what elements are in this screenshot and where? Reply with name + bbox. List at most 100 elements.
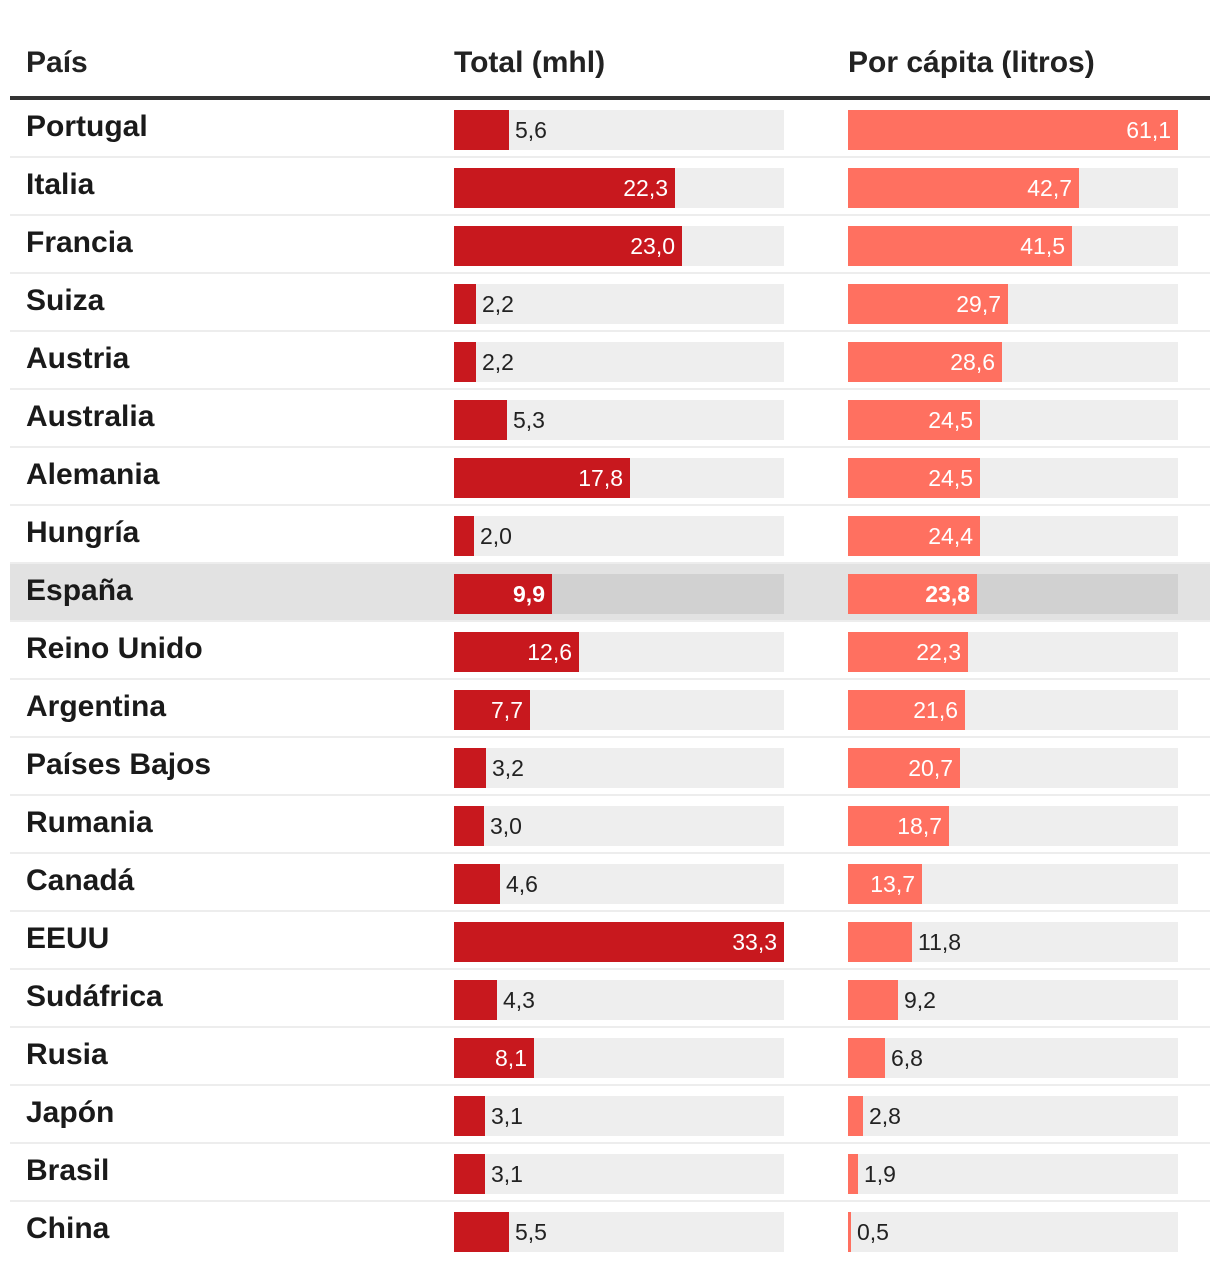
column-header-total: Total (mhl): [454, 46, 606, 79]
total-bar: [454, 226, 682, 266]
capita-value-label: 2,8: [869, 1103, 901, 1129]
total-bar-track: 8,1: [454, 1038, 784, 1078]
table-row: Reino Unido 12,6 22,3: [10, 622, 1210, 680]
capita-bar-track: 11,8: [848, 922, 1178, 962]
table-row: Sudáfrica 4,3 9,2: [10, 970, 1210, 1028]
capita-value-label: 24,5: [928, 407, 973, 433]
total-bar-track: 9,9: [454, 574, 784, 614]
table-row: Canadá 4,6 13,7: [10, 854, 1210, 912]
capita-value-label: 18,7: [897, 813, 942, 839]
table-row: Argentina 7,7 21,6: [10, 680, 1210, 738]
wine-consumption-table-chart: País Total (mhl) Por cápita (litros) Por…: [10, 30, 1210, 1260]
capita-value-label: 21,6: [913, 697, 958, 723]
total-bar-track: 17,8: [454, 458, 784, 498]
total-bar-track: 3,1: [454, 1154, 784, 1194]
country-label: Países Bajos: [26, 748, 212, 781]
table-body: Portugal 5,6 61,1 Italia 22,3 42,7 Francia 23,0…: [10, 100, 1210, 1260]
capita-value-label: 11,8: [918, 929, 962, 955]
total-bar-track: 23,0: [454, 226, 784, 266]
total-value-label: 5,3: [513, 407, 545, 433]
capita-bar: [848, 110, 1178, 150]
total-value-label: 3,0: [490, 813, 522, 839]
capita-bar: [848, 1096, 863, 1136]
total-bar-track: 22,3: [454, 168, 784, 208]
capita-bar: [848, 632, 968, 672]
country-label: EEUU: [26, 922, 110, 955]
capita-value-label: 24,4: [928, 523, 973, 549]
capita-bar-track: 6,8: [848, 1038, 1178, 1078]
total-bar-track: 3,1: [454, 1096, 784, 1136]
country-label: España: [26, 574, 133, 607]
capita-bar-track: 20,7: [848, 748, 1178, 788]
capita-bar: [848, 516, 980, 556]
total-bar-track: 3,2: [454, 748, 784, 788]
capita-value-label: 22,3: [916, 639, 961, 665]
table-row: Italia 22,3 42,7: [10, 158, 1210, 216]
capita-value-label: 1,9: [864, 1161, 896, 1187]
column-header-country: País: [26, 46, 88, 79]
capita-value-label: 42,7: [1027, 175, 1072, 201]
total-bar: [454, 284, 476, 324]
total-value-label: 5,6: [515, 117, 547, 143]
table-row: Hungría 2,0 24,4: [10, 506, 1210, 564]
capita-bar: [848, 458, 980, 498]
capita-value-label: 28,6: [950, 349, 995, 375]
table-row: Portugal 5,6 61,1: [10, 100, 1210, 158]
capita-bar-track: 24,4: [848, 516, 1178, 556]
country-label: Japón: [26, 1096, 115, 1129]
total-bar: [454, 1212, 509, 1252]
capita-bar-track: 41,5: [848, 226, 1178, 266]
total-bar-track: 5,6: [454, 110, 784, 150]
capita-bar: [848, 1154, 858, 1194]
total-bar: [454, 342, 476, 382]
total-value-label: 4,3: [503, 987, 535, 1013]
capita-value-label: 41,5: [1020, 233, 1065, 259]
total-value-label: 2,2: [482, 291, 514, 317]
capita-bar: [848, 1212, 851, 1252]
country-label: Francia: [26, 226, 133, 259]
total-value-label: 5,5: [515, 1219, 547, 1245]
capita-bar: [848, 342, 1002, 382]
capita-bar: [848, 806, 949, 846]
capita-bar-track: 42,7: [848, 168, 1178, 208]
capita-bar-track: 61,1: [848, 110, 1178, 150]
total-bar-track: 4,6: [454, 864, 784, 904]
total-value-label: 3,1: [491, 1103, 523, 1129]
table-row: Australia 5,3 24,5: [10, 390, 1210, 448]
table-row: EEUU 33,3 11,8: [10, 912, 1210, 970]
capita-bar-track: 24,5: [848, 458, 1178, 498]
country-label: Rusia: [26, 1038, 108, 1071]
total-bar: [454, 632, 579, 672]
country-label: Italia: [26, 168, 95, 201]
total-value-label: 8,1: [495, 1045, 527, 1071]
country-label: Sudáfrica: [26, 980, 163, 1013]
total-value-label: 2,0: [480, 523, 512, 549]
table-row: China 5,5 0,5: [10, 1202, 1210, 1260]
total-bar-track: 7,7: [454, 690, 784, 730]
capita-bar: [848, 922, 912, 962]
capita-bar-track: 24,5: [848, 400, 1178, 440]
country-label: Portugal: [26, 110, 148, 143]
total-bar-track: 12,6: [454, 632, 784, 672]
total-bar: [454, 1096, 485, 1136]
total-value-label: 9,9: [513, 581, 545, 607]
capita-value-label: 24,5: [928, 465, 973, 491]
total-value-label: 33,3: [732, 929, 777, 955]
capita-bar-track: 0,5: [848, 1212, 1178, 1252]
country-label: Canadá: [26, 864, 135, 897]
table-row: Japón 3,1 2,8: [10, 1086, 1210, 1144]
capita-value-label: 20,7: [908, 755, 953, 781]
total-bar-track: 5,3: [454, 400, 784, 440]
capita-bar-track: 29,7: [848, 284, 1178, 324]
total-bar: [454, 922, 784, 962]
capita-bar: [848, 284, 1008, 324]
capita-value-label: 9,2: [904, 987, 936, 1013]
capita-bar: [848, 980, 898, 1020]
table-row: Rusia 8,1 6,8: [10, 1028, 1210, 1086]
total-value-label: 12,6: [527, 639, 572, 665]
capita-bar-track: 22,3: [848, 632, 1178, 672]
table-row: Países Bajos 3,2 20,7: [10, 738, 1210, 796]
total-bar-track: 33,3: [454, 922, 784, 962]
total-bar: [454, 806, 484, 846]
capita-bar: [848, 226, 1072, 266]
